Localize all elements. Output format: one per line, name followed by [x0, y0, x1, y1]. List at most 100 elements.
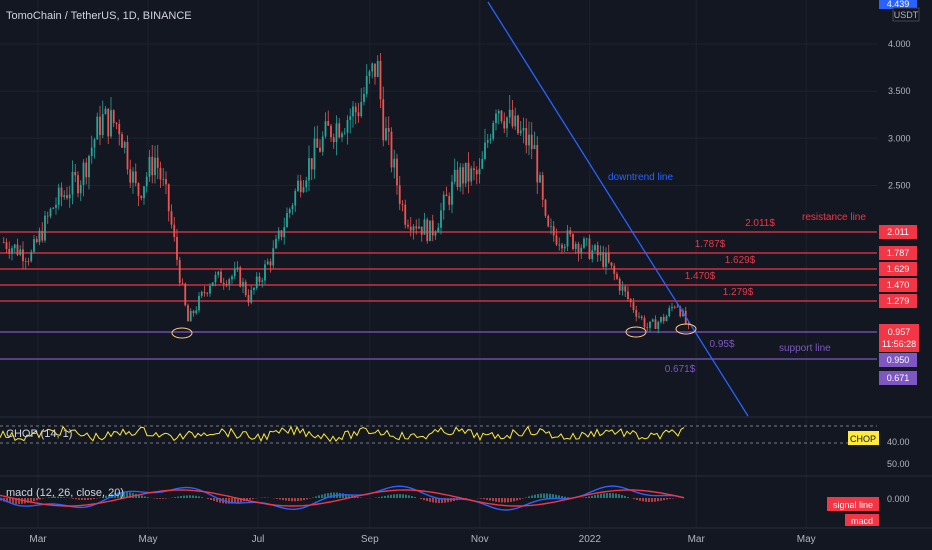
macd-histogram-bar	[426, 498, 428, 502]
price-tick-label: 3.500	[888, 86, 911, 96]
macd-histogram-bar	[9, 498, 11, 504]
macd-histogram-bar	[327, 493, 329, 498]
level-badge	[879, 353, 917, 367]
macd-histogram-bar	[159, 498, 161, 499]
candle-body	[104, 108, 107, 115]
candle-body	[192, 310, 195, 314]
time-axis[interactable]: Mar May Jul Sep Nov 2022 Mar May	[0, 527, 932, 545]
candle-body	[343, 132, 346, 134]
level-label: 0.671$	[665, 364, 696, 375]
candle-body	[93, 139, 96, 148]
candle-body	[382, 99, 385, 141]
candle-body	[385, 128, 387, 141]
macd-title: macd (12, 26, close, 20)	[6, 487, 124, 499]
candle-body	[33, 239, 35, 252]
candle-body	[269, 261, 272, 266]
candle-body	[44, 215, 46, 241]
countdown-label: 11:56:28	[882, 339, 916, 349]
candle-body	[294, 190, 297, 206]
macd-histogram-bar	[483, 498, 485, 500]
candle-body	[610, 262, 613, 266]
level-label: 1.279$	[723, 287, 754, 298]
candle-body	[363, 93, 365, 102]
macd-histogram-bar	[609, 493, 611, 498]
candle-body	[140, 196, 143, 199]
candle-body	[288, 209, 291, 214]
candle-body	[379, 60, 382, 100]
candle-body	[596, 245, 599, 256]
macd-histogram-bar	[144, 496, 146, 498]
candle-body	[132, 171, 134, 183]
macd-histogram-bar	[528, 496, 530, 498]
candle-body	[473, 168, 475, 171]
candle-body	[121, 134, 123, 148]
candle-body	[354, 106, 357, 113]
level-label: 1.629$	[725, 255, 756, 266]
candle-body	[77, 175, 79, 194]
level-label: 0.95$	[709, 339, 734, 350]
macd-histogram-bar	[381, 496, 383, 498]
candle-body	[203, 291, 206, 294]
macd-histogram-bar	[84, 498, 86, 501]
macd-histogram-bar	[396, 494, 398, 498]
candle-body	[74, 171, 77, 176]
macd-histogram-bar	[621, 495, 623, 498]
candle-body	[156, 157, 159, 168]
macd-histogram-bar	[105, 495, 107, 498]
candle-body	[401, 203, 404, 205]
candle-body	[605, 252, 607, 267]
candle-body	[88, 155, 90, 178]
candle-body	[299, 180, 302, 193]
chop-panel[interactable]: CHOP (14, 1) CHOP 40.00 50.00	[0, 416, 932, 469]
candle-body	[451, 181, 453, 205]
macd-histogram-bar	[555, 494, 557, 498]
downtrend-line[interactable]	[487, 1, 749, 417]
time-axis-label: Mar	[29, 534, 47, 545]
macd-histogram-bar	[600, 493, 602, 498]
macd-histogram-bar	[117, 492, 119, 498]
price-axis[interactable]: 4.439 USDT 4.000 3.500 3.000 2.500 2.011 1.7…	[877, 0, 932, 550]
macd-histogram-bar	[276, 498, 278, 499]
candle-body	[588, 238, 591, 259]
macd-histogram-bar	[525, 497, 527, 498]
macd-histogram-bar	[192, 495, 194, 498]
macd-histogram-bar	[387, 495, 389, 498]
candle-body	[217, 271, 220, 275]
candle-body	[508, 109, 511, 118]
candle-body	[467, 162, 470, 182]
candle-body	[555, 235, 558, 245]
candle-body	[297, 180, 299, 191]
downtrend-line-path[interactable]	[487, 1, 749, 417]
candle-body	[533, 145, 536, 150]
current-price-label: 0.957	[888, 327, 911, 337]
candle-body	[286, 213, 288, 228]
downtrend-annotation: downtrend line	[608, 172, 673, 183]
candle-body	[503, 121, 506, 129]
macd-histogram-bar	[63, 497, 65, 498]
candle-body	[660, 317, 662, 323]
macd-histogram-bar	[567, 497, 569, 498]
macd-histogram-bar	[120, 492, 122, 498]
macd-histogram-bar	[402, 494, 404, 498]
time-axis-label: Sep	[361, 534, 379, 545]
candle-body	[316, 138, 319, 148]
currency-badge[interactable]	[892, 7, 920, 22]
level-label: 1.470$	[685, 271, 716, 282]
signal-line	[0, 489, 685, 507]
level-badge-text: 0.950	[887, 355, 910, 365]
candle-body	[594, 245, 596, 251]
macd-histogram-bar	[594, 495, 596, 498]
macd-histogram-bar	[516, 498, 518, 501]
macd-histogram-bar	[12, 498, 14, 504]
candle-body	[214, 274, 217, 283]
candle-body	[627, 291, 629, 300]
macd-histogram-bar	[561, 496, 563, 498]
candles	[2, 52, 690, 334]
level-label: 2.011$	[745, 218, 775, 229]
macd-histogram-bar	[174, 497, 176, 498]
candle-body	[305, 180, 308, 188]
chop-tick-50: 50.00	[887, 459, 910, 469]
macd-panel[interactable]: macd (12, 26, close, 20) 0.000 signal li…	[0, 475, 932, 526]
candle-body	[423, 219, 426, 235]
